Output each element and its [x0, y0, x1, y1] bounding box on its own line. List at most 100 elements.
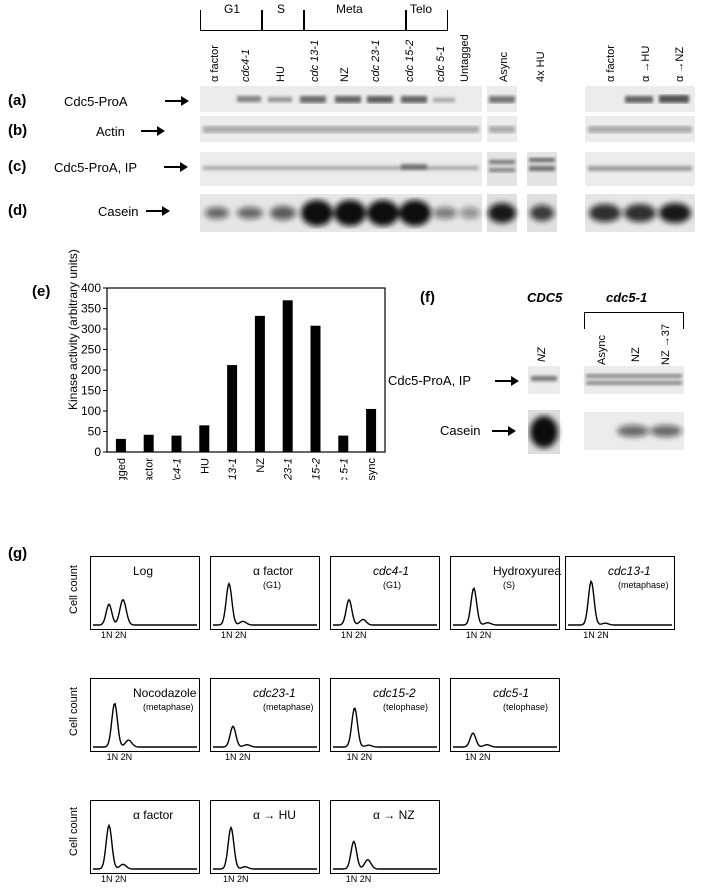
group-g1: G1 — [224, 2, 241, 16]
facs-xlabels-10: 1N 2N — [223, 874, 249, 884]
f-cdc5-label: CDC5 — [527, 290, 563, 305]
group-meta: Meta — [336, 2, 363, 16]
x-tick-label: cdc4-1 — [172, 458, 184, 480]
facs-title-7: cdc15-2 — [373, 686, 416, 700]
panel-b-label: (b) — [8, 122, 28, 139]
x-tick-label: cdc 5-1 — [338, 458, 350, 480]
facs-title-3: Hydroxyurea — [493, 564, 562, 578]
facs-xlabels-0: 1N 2N — [101, 630, 127, 640]
lane-untagged: Untagged — [459, 34, 471, 82]
facs-xlabels-2: 1N 2N — [341, 630, 367, 640]
facs-subtitle-8: (telophase) — [503, 702, 549, 712]
lane-cdc4-1: cdc4-1 — [240, 48, 252, 82]
facs-histogram — [93, 823, 197, 870]
facs-subtitle-5: (metaphase) — [143, 702, 194, 712]
facs-box-8: cdc5-1 (telophase) — [450, 678, 560, 752]
facs-title-2: cdc4-1 — [373, 564, 410, 578]
facs-xlabels-8: 1N 2N — [465, 752, 491, 762]
y-tick-label: 100 — [81, 404, 101, 418]
lane-cdc23-1: cdc 23-1 — [370, 39, 382, 82]
facs-histogram — [333, 598, 437, 626]
f-blots — [528, 366, 684, 454]
chart-frame — [106, 287, 386, 453]
panel-c-label: (c) — [8, 158, 27, 175]
facs-title-5: Nocodazole — [133, 686, 197, 700]
x-tick-label: Async — [366, 458, 378, 480]
y-tick-label: 200 — [81, 363, 101, 377]
facs-xlabels-7: 1N 2N — [346, 752, 373, 762]
f-row-ip: Cdc5-ProA, IP — [388, 373, 472, 388]
panel-a-label: (a) — [8, 92, 27, 109]
bracket-telo — [406, 10, 448, 31]
x-tick-label: α factor — [144, 458, 156, 480]
y-tick-label: 150 — [81, 384, 101, 398]
f-arrow-ip — [495, 376, 519, 386]
facs-title-9: α factor — [133, 808, 174, 822]
x-tick-label: NZ — [255, 458, 267, 473]
facs-box-0: Log — [90, 556, 200, 630]
facs-xlabels-5: 1N 2N — [106, 752, 133, 762]
facs-box-11: α → NZ — [330, 800, 440, 874]
bar-8 — [338, 435, 349, 452]
f-lane-nz37: NZ →37 — [660, 324, 672, 365]
facs-xlabels-11: 1N 2N — [345, 874, 372, 884]
f-cdc51-label: cdc5-1 — [606, 290, 648, 305]
arrow-a — [165, 96, 189, 106]
f-lane-async: Async — [596, 335, 608, 365]
x-tick-label: cdc 13-1 — [227, 458, 239, 480]
facs-subtitle-2: (G1) — [383, 580, 401, 590]
y-tick-label: 300 — [81, 322, 101, 336]
facs-xlabels-9: 1N 2N — [101, 874, 127, 884]
facs-histogram — [93, 702, 197, 748]
x-tick-label: cdc 23-1 — [283, 458, 295, 480]
row-label-cdc5-proa: Cdc5-ProA — [64, 94, 128, 109]
x-tick-label: HU — [199, 458, 211, 474]
facs-title-11: α → NZ — [373, 808, 415, 822]
arrow-b — [141, 126, 165, 136]
bar-1 — [143, 434, 154, 452]
facs-box-4: cdc13-1 (metaphase) — [565, 556, 675, 630]
bar-0 — [115, 438, 126, 452]
facs-histogram — [93, 598, 197, 626]
facs-title-6: cdc23-1 — [253, 686, 296, 700]
panel-f-label: (f) — [420, 289, 435, 306]
facs-xlabels-3: 1N 2N — [465, 630, 492, 640]
bar-5 — [254, 315, 265, 452]
facs-box-10: α → HU — [210, 800, 320, 874]
bracket-s — [262, 10, 304, 31]
panel-e-label: (e) — [32, 283, 51, 300]
facs-box-7: cdc15-2 (telophase) — [330, 678, 440, 752]
facs-histogram — [453, 732, 557, 748]
x-tick-label: cdc 15-2 — [311, 458, 323, 480]
facs-box-9: α factor — [90, 800, 200, 874]
facs-histogram — [453, 586, 557, 626]
facs-title-4: cdc13-1 — [608, 564, 651, 578]
facs-ylabel-row1: Cell count — [68, 565, 80, 614]
group-telo: Telo — [410, 2, 433, 16]
lane-nz: NZ — [339, 67, 351, 82]
f-row-casein: Casein — [440, 423, 481, 438]
facs-histogram — [333, 840, 437, 870]
facs-title-8: cdc5-1 — [493, 686, 530, 700]
arrow-c — [164, 162, 188, 172]
facs-subtitle-4: (metaphase) — [618, 580, 669, 590]
facs-ylabel-row3: Cell count — [68, 807, 80, 856]
facs-box-6: cdc23-1 (metaphase) — [210, 678, 320, 752]
lane-right-alpha-hu: α →HU — [640, 45, 652, 82]
facs-title-10: α → HU — [253, 808, 296, 822]
row-label-actin: Actin — [96, 124, 125, 139]
facs-xlabels-1: 1N 2N — [221, 630, 247, 640]
kinase-bar-chart: 0 50 100 150 200 250 300 350 400 Untagged α factor… — [81, 281, 386, 480]
bracket-g1 — [200, 10, 262, 31]
facs-histogram — [333, 707, 437, 748]
facs-title-1: α factor — [253, 564, 294, 578]
lane-cdc13-1: cdc 13-1 — [309, 39, 321, 82]
facs-histogram — [213, 825, 317, 870]
bracket-meta — [304, 10, 406, 31]
bar-6 — [282, 300, 293, 452]
lane-cdc5-1: cdc 5-1 — [435, 45, 447, 82]
facs-xlabels-6: 1N 2N — [225, 752, 251, 762]
f-lane-nz2: NZ — [630, 347, 642, 362]
bar-3 — [199, 425, 210, 452]
lane-async: Async — [498, 52, 510, 82]
